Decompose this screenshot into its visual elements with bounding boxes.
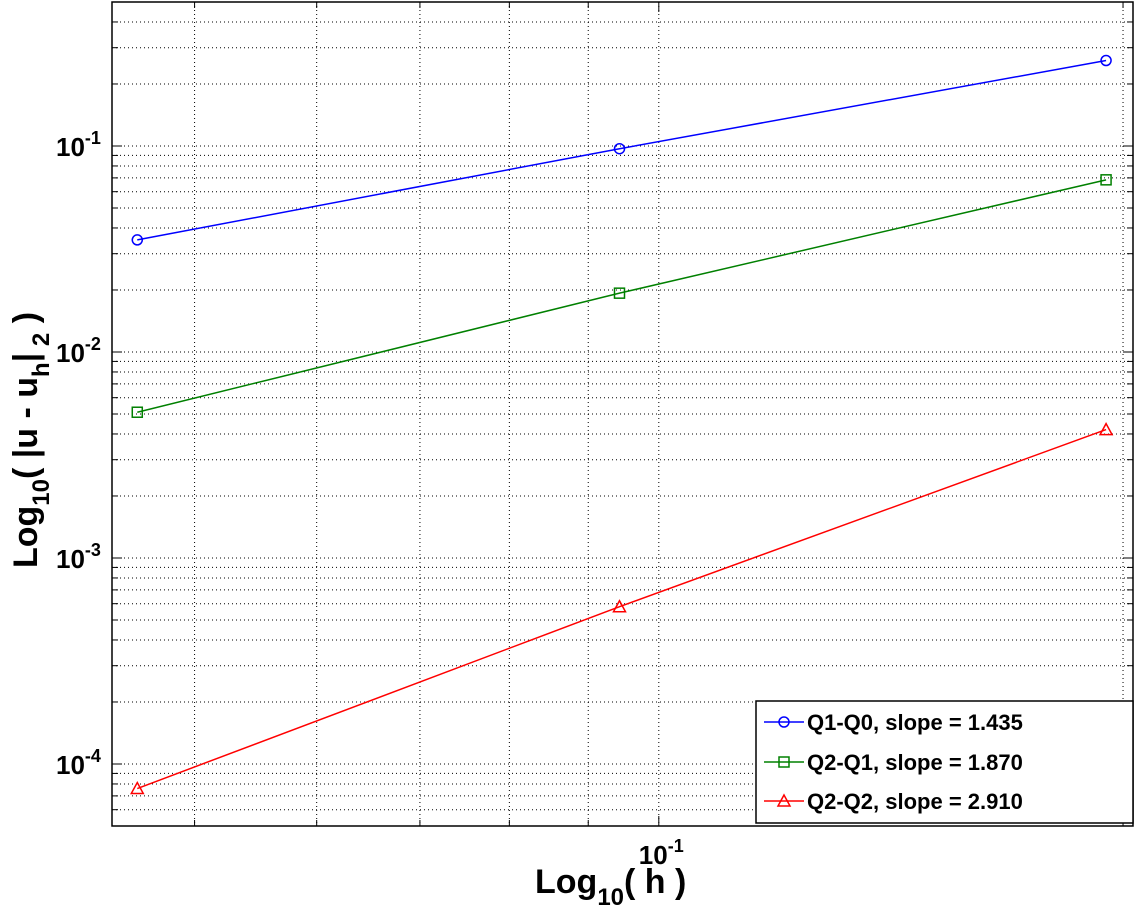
legend-box xyxy=(755,700,1134,824)
data-point xyxy=(1100,54,1112,67)
series-line xyxy=(137,59,1107,241)
y-tick-label: 10-4 xyxy=(56,746,101,780)
series-line xyxy=(137,179,1107,413)
series-2 xyxy=(131,174,1112,418)
data-point xyxy=(612,599,627,613)
data-point xyxy=(613,287,626,299)
x-tick-label: 10-1 xyxy=(639,836,684,870)
data-point xyxy=(130,780,145,795)
series-3 xyxy=(130,422,1114,795)
y-tick-label: 10-1 xyxy=(56,128,101,162)
legend-label-q2-q1: Q2-Q1, slope = 1.870 xyxy=(807,750,1023,775)
series-line xyxy=(137,428,1107,790)
legend-triangle-marker-icon xyxy=(776,793,792,807)
legend-entry-q1-q0: Q1-Q0, slope = 1.435 xyxy=(764,710,1023,735)
legend-square-marker-icon xyxy=(778,756,790,768)
data-point xyxy=(613,142,626,155)
legend: Q1-Q0, slope = 1.435 Q2-Q1, slope = 1.87… xyxy=(755,700,1134,824)
y-tick-label: 10-3 xyxy=(56,540,101,574)
y-tick-label: 10-2 xyxy=(56,334,101,368)
y-axis-label: Log10( |u - uh| 2 ) xyxy=(7,312,55,568)
legend-entry-q2-q2: Q2-Q2, slope = 2.910 xyxy=(764,789,1023,814)
series-lines xyxy=(130,54,1114,795)
series-1 xyxy=(131,54,1112,246)
data-point xyxy=(1100,174,1112,186)
data-point xyxy=(1098,422,1114,436)
x-axis-label: Log10( h ) xyxy=(535,863,686,909)
plot-frame xyxy=(111,1,1134,827)
data-point xyxy=(131,406,144,418)
axis-ticks xyxy=(112,1,1133,827)
legend-label-q2-q2: Q2-Q2, slope = 2.910 xyxy=(807,789,1023,814)
tick-labels: 10-4 10-3 10-2 10-1 10-1 xyxy=(56,128,684,870)
legend-entry-q2-q1: Q2-Q1, slope = 1.870 xyxy=(764,750,1023,775)
legend-label-q1-q0: Q1-Q0, slope = 1.435 xyxy=(807,710,1023,735)
data-point xyxy=(131,234,144,246)
grid xyxy=(112,1,1133,827)
legend-circle-marker-icon xyxy=(778,716,790,728)
